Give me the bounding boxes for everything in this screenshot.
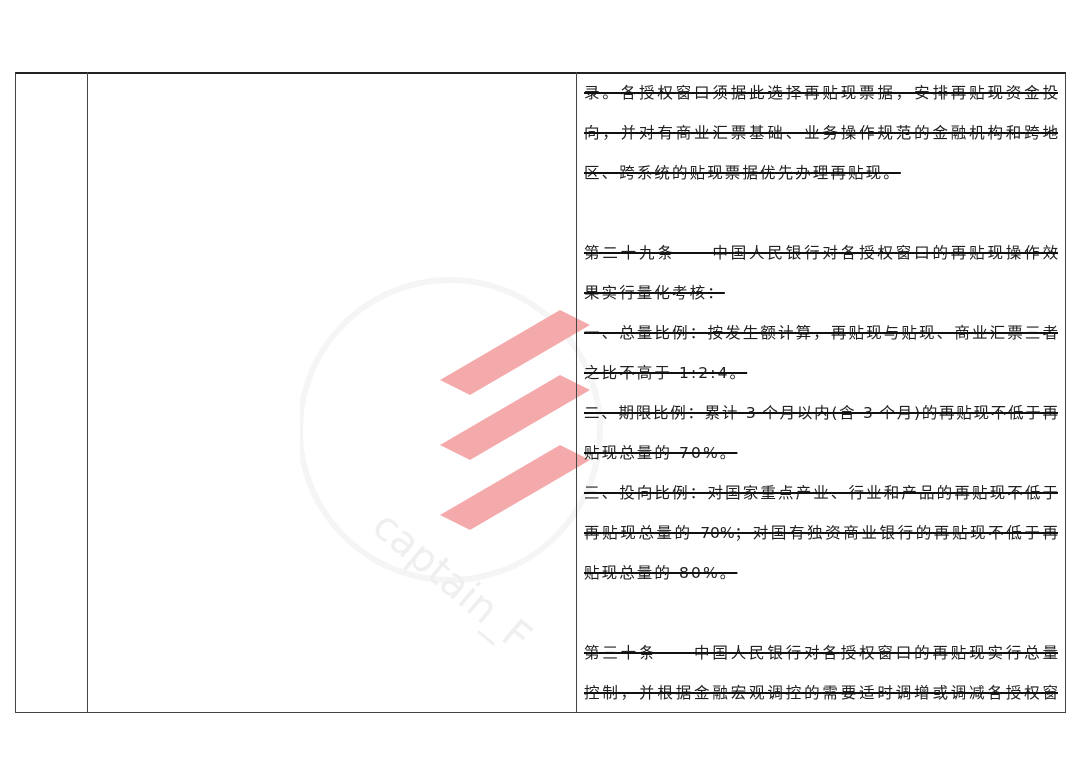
text-line: 三、投向比例：对国家重点产业、行业和产品的再贴现不低于 — [584, 484, 1058, 502]
watermark-logo: captain_F — [300, 277, 603, 650]
text-line: 贴现总量的 70%。 — [584, 444, 738, 462]
text-line: 控制，并根据金融宏观调控的需要适时调增或调减各授权窗 — [584, 684, 1058, 702]
text-line: 录。各授权窗口须据此选择再贴现票据，安排再贴现资金投 — [584, 84, 1058, 102]
text-line: 区、跨系统的贴现票据优先办理再贴现。 — [584, 164, 901, 182]
text-line: 再贴现总量的 70%；对国有独资商业银行的再贴现不低于再 — [584, 524, 1058, 542]
text-line: 向，并对有商业汇票基础、业务操作规范的金融机构和跨地 — [584, 124, 1058, 142]
text-line: 一、总量比例：按发生额计算，再贴现与贴现、商业汇票三者 — [584, 324, 1058, 342]
text-line: 之比不高于 1:2:4。 — [584, 364, 748, 382]
text-line: 二、期限比例：累计 3 个月以内(含 3 个月)的再贴现不低于再 — [584, 404, 1058, 422]
text-line: 第三十条 中国人民银行对各授权窗口的再贴现实行总量 — [584, 644, 1058, 662]
text-line: 果实行量化考核： — [584, 284, 725, 302]
document-table — [15, 72, 1066, 713]
column-divider — [87, 72, 88, 713]
column-divider — [576, 72, 577, 713]
text-line: 第二十九条 中国人民银行对各授权窗口的再贴现操作效 — [584, 244, 1058, 262]
text-line: 贴现总量的 80%。 — [584, 564, 738, 582]
